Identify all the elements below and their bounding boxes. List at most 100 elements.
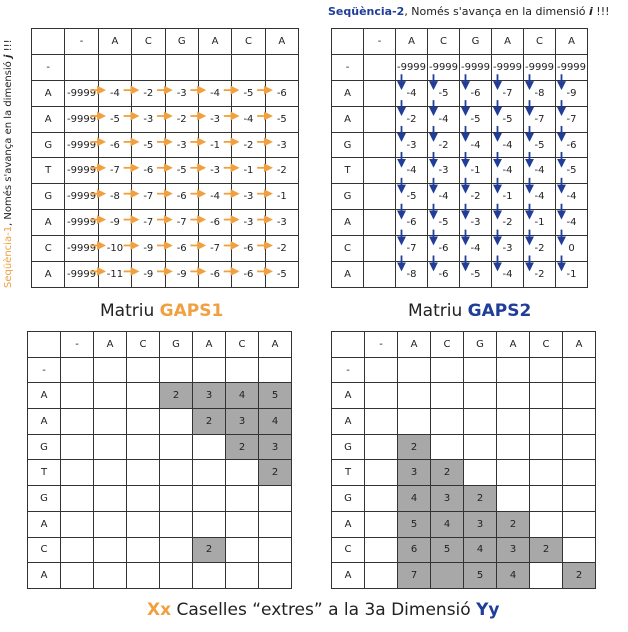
matrix-cell: -9999 [64, 183, 99, 211]
matrix-cell: -9999 [459, 53, 492, 81]
seq2-note-text: , Només s'avança en la dimensió [404, 5, 590, 18]
matrix-cell: -5 [523, 131, 556, 159]
matrix-cell: -1 [197, 131, 233, 159]
matrix-cell: -9999 [64, 79, 99, 107]
matrix-cell: -6 [231, 261, 266, 288]
matrix-cell: -1 [264, 183, 300, 211]
row-header: G [27, 433, 61, 461]
matrix-cell [496, 382, 530, 410]
table-row: A -8 -6 -5 -4 -2 -1 [331, 261, 588, 288]
col-header: C [523, 28, 556, 55]
row-header: - [331, 53, 364, 81]
matrix-cell: -2 [395, 105, 428, 133]
matrix-cell [60, 485, 94, 512]
matrix-cell [192, 459, 226, 487]
col-header: A [258, 331, 292, 358]
matrix-cell [463, 408, 497, 435]
matrix-cell: -3 [131, 105, 166, 133]
matrix-cell: -4 [197, 79, 233, 107]
matrix-cell [126, 536, 160, 564]
row-header: C [30, 235, 66, 263]
matrix-cell [430, 382, 464, 410]
matrix-cell [192, 485, 226, 512]
matrix-cell: 2 [430, 459, 464, 487]
matrix-cell: 4 [430, 510, 464, 538]
col-header: A [397, 331, 431, 358]
matrix-cell: -5 [264, 261, 300, 288]
matrix-cell: 4 [496, 562, 530, 589]
matrix-cell: -2 [264, 235, 300, 263]
row-header: A [331, 408, 365, 435]
matrix-cell: 7 [397, 562, 431, 589]
matrix-cell: 2 [159, 382, 193, 410]
matrix-cell [159, 510, 193, 538]
matrix-cell: -9999 [523, 53, 556, 81]
row-header: G [331, 433, 365, 461]
matrix-cell: 5 [397, 510, 431, 538]
matrix-cell: -6 [555, 131, 588, 159]
matrix-cell: -4 [427, 183, 460, 211]
matrix-cell: -2 [427, 131, 460, 159]
matrix-cell: -5 [97, 105, 133, 133]
table-row: G -5 -4 -2 -1 -4 -4 [331, 183, 588, 211]
table-row: T -4 -3 -1 -4 -4 -5 [331, 157, 588, 185]
col-header: A [192, 331, 226, 358]
matrix-cell [60, 356, 94, 384]
matrix-cell [364, 382, 398, 410]
matrix-cell [430, 408, 464, 435]
matrix-cell: -6 [164, 235, 199, 263]
table-row: A [331, 408, 596, 435]
matrix-cell: -3 [164, 79, 199, 107]
row-header: A [331, 209, 364, 237]
table-row: G -9999 -6 -5 -3 -1 -2 -3 [30, 131, 300, 159]
row-header: G [30, 183, 66, 211]
matrix-cell [258, 485, 292, 512]
matrix-cell [93, 536, 127, 564]
matrix-cell [364, 485, 398, 512]
row-header: A [30, 261, 66, 288]
seq2-note-end: !!! [592, 5, 610, 18]
matrix-cell [496, 485, 530, 512]
table-row: A -9999 -11 -9 -9 -6 -6 -5 [30, 261, 300, 288]
corner-cell [30, 28, 66, 55]
table-row: A -9999 -9 -7 -7 -6 -3 -3 [30, 209, 300, 237]
row-header: T [27, 459, 61, 487]
matrix-cell: -4 [459, 235, 492, 263]
matrix-cell: 6 [397, 536, 431, 564]
matrix-cell: -9999 [555, 53, 588, 81]
corner-cell [331, 28, 364, 55]
gaps1-title: Matriu GAPS1 [100, 301, 223, 321]
gaps2-title-prefix: Matriu [408, 301, 468, 321]
matrix-cell: -4 [555, 183, 588, 211]
matrix-cell: -3 [164, 131, 199, 159]
matrix-cell [562, 356, 596, 384]
matrix-cell: -7 [555, 105, 588, 133]
matrix-cell: -4 [523, 157, 556, 185]
matrix-cell: 4 [463, 536, 497, 564]
matrix-cell [363, 53, 396, 81]
matrix-cell [126, 356, 160, 384]
matrix-cell [363, 261, 396, 288]
matrix-cell [496, 408, 530, 435]
matrix-cell: -9999 [64, 105, 99, 133]
matrix-cell: -1 [231, 157, 266, 185]
matrix-cell [126, 510, 160, 538]
matrix-cell [126, 485, 160, 512]
matrix-cell: -6 [459, 79, 492, 107]
matrix-cell: -4 [197, 183, 233, 211]
row-header: - [331, 356, 365, 384]
matrix-cell [397, 408, 431, 435]
matrix-cell [126, 382, 160, 410]
matrix-cell [93, 382, 127, 410]
row-header: T [331, 459, 365, 487]
matrix-cell: 2 [192, 408, 226, 435]
col-header: C [427, 28, 460, 55]
matrix-cell: -9 [555, 79, 588, 107]
matrix-cell: -4 [395, 79, 428, 107]
matrix-cell: -9999 [395, 53, 428, 81]
